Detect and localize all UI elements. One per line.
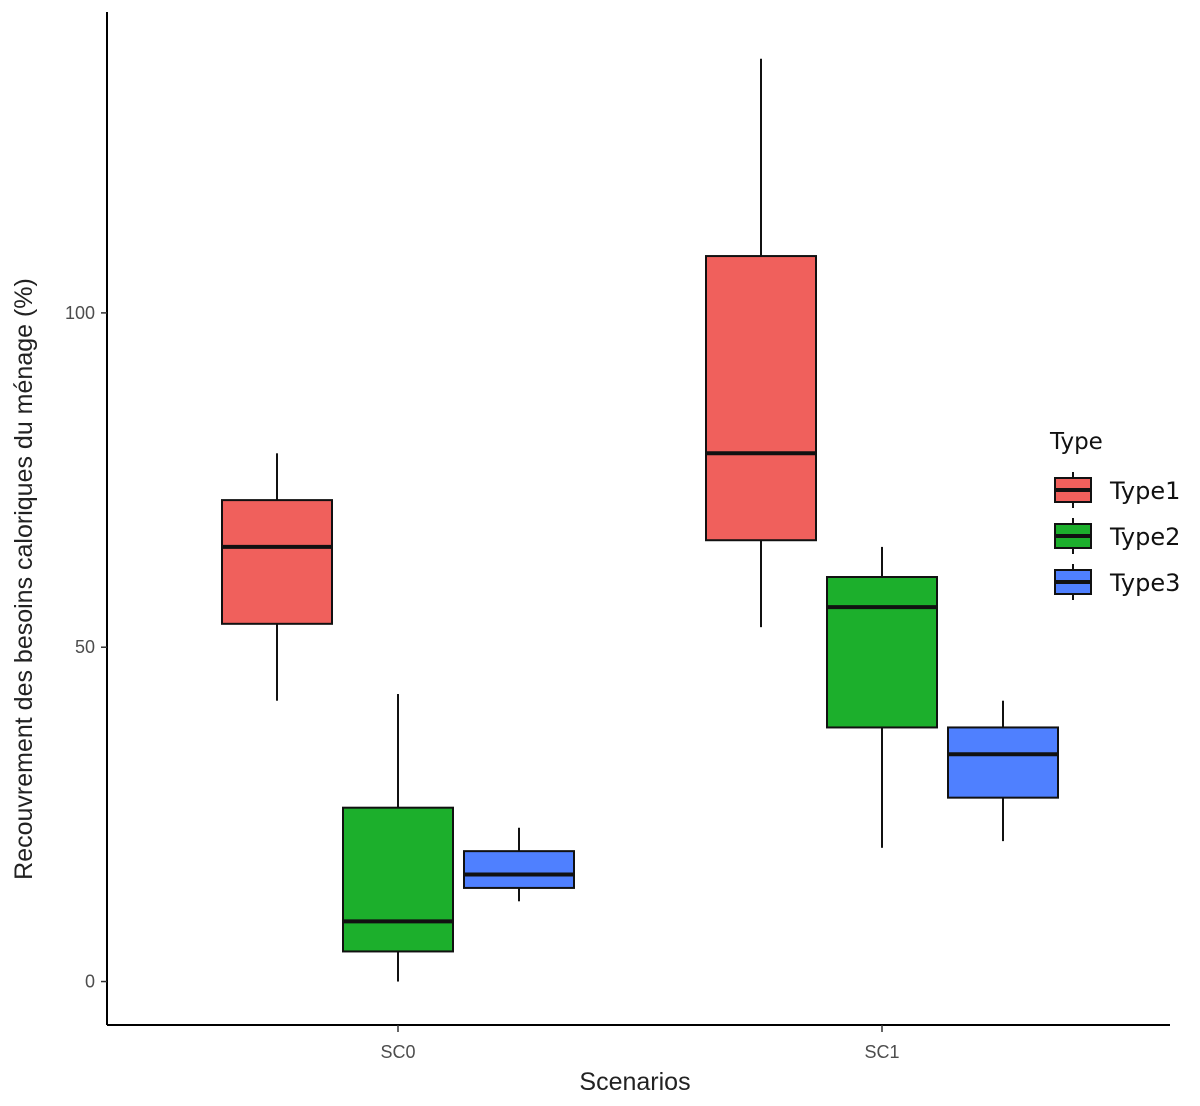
box-type3-sc1 — [947, 726, 1059, 799]
legend-item-type2: Type2 — [1054, 518, 1180, 554]
series-type1 — [221, 58, 817, 701]
box-type3-sc0 — [463, 850, 575, 889]
legend-label-type1: Type1 — [1109, 477, 1180, 505]
legend-title: Type — [1049, 429, 1103, 455]
y-axis-ticks: 0 50 100 — [65, 303, 107, 992]
legend-item-type1: Type1 — [1054, 472, 1180, 508]
legend-label-type2: Type2 — [1109, 523, 1180, 551]
x-axis-ticks: SC0 SC1 — [380, 1025, 900, 1062]
y-tick-label-100: 100 — [65, 303, 95, 323]
legend-label-type3: Type3 — [1109, 569, 1180, 597]
x-axis-title: Scenarios — [579, 1068, 690, 1096]
box-type1-sc1 — [705, 255, 817, 542]
y-tick-label-0: 0 — [85, 972, 95, 992]
box-type2-sc0 — [342, 806, 454, 953]
x-tick-label-sc1: SC1 — [864, 1042, 899, 1062]
box-type2-sc1 — [826, 576, 938, 729]
x-tick-label-sc0: SC0 — [380, 1042, 415, 1062]
legend: Type Type1 Type2 Type3 — [1049, 429, 1180, 600]
series-type3 — [463, 700, 1059, 902]
box-type1-sc0 — [221, 499, 333, 625]
y-tick-label-50: 50 — [75, 637, 95, 657]
plot-area — [221, 58, 1059, 982]
legend-item-type3: Type3 — [1054, 564, 1180, 600]
y-axis-title: Recouvrement des besoins caloriques du m… — [10, 278, 38, 880]
legend-items: Type1 Type2 Type3 — [1054, 472, 1180, 600]
series-type2 — [342, 546, 938, 982]
